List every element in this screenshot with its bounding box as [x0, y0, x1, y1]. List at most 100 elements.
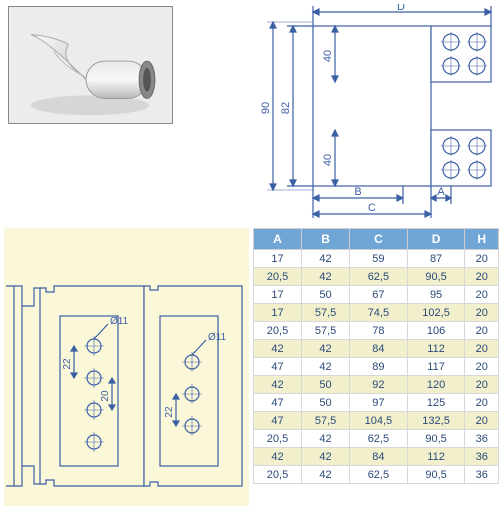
table-cell: 36	[465, 448, 499, 466]
table-row: 20,54262,590,520	[254, 268, 499, 286]
table-cell: 92	[350, 376, 408, 394]
table-row: 20,557,57810620	[254, 322, 499, 340]
table-cell: 20,5	[254, 466, 302, 484]
table-cell: 42	[302, 448, 350, 466]
table-cell: 20	[465, 358, 499, 376]
table-cell: 47	[254, 394, 302, 412]
table-cell: 104,5	[350, 412, 408, 430]
dimension-table: ABCDH 174259872020,54262,590,52017506795…	[253, 228, 499, 506]
dim-C: C	[368, 202, 376, 214]
table-cell: 47	[254, 412, 302, 430]
table-cell: 17	[254, 250, 302, 268]
table-cell: 42	[254, 340, 302, 358]
table-cell: 50	[302, 394, 350, 412]
table-cell: 47	[254, 358, 302, 376]
table-cell: 87	[407, 250, 465, 268]
table-cell: 67	[350, 286, 408, 304]
table-cell: 89	[350, 358, 408, 376]
dim-B: B	[354, 186, 361, 198]
table-cell: 62,5	[350, 430, 408, 448]
table-cell: 20	[465, 304, 499, 322]
table-row: 42509212020	[254, 376, 499, 394]
dim-40-top: 40	[322, 50, 334, 62]
col-header: H	[465, 229, 499, 250]
table-cell: 90,5	[407, 430, 465, 448]
dim-A: A	[437, 186, 445, 198]
table-cell: 20	[465, 250, 499, 268]
dim-40-bot: 40	[322, 154, 334, 166]
table-cell: 74,5	[350, 304, 408, 322]
table-cell: 102,5	[407, 304, 465, 322]
table-cell: 57,5	[302, 322, 350, 340]
table-cell: 17	[254, 304, 302, 322]
table-cell: 42	[254, 448, 302, 466]
table-cell: 84	[350, 340, 408, 358]
table-cell: 112	[407, 340, 465, 358]
table-cell: 42	[302, 466, 350, 484]
table-cell: 57,5	[302, 304, 350, 322]
product-photo-cell	[4, 4, 249, 224]
table-row: 1742598720	[254, 250, 499, 268]
col-header: A	[254, 229, 302, 250]
table-cell: 20,5	[254, 430, 302, 448]
table-cell: 20	[465, 340, 499, 358]
table-cell: 17	[254, 286, 302, 304]
pitch-22-l: 22	[62, 358, 73, 370]
dia-left: Ø11	[110, 316, 129, 327]
pitch-22-r: 22	[164, 406, 175, 418]
table-cell: 90,5	[407, 466, 465, 484]
table-cell: 120	[407, 376, 465, 394]
table-row: 47509712520	[254, 394, 499, 412]
table-cell: 42	[302, 268, 350, 286]
table-cell: 90,5	[407, 268, 465, 286]
table-cell: 59	[350, 250, 408, 268]
dia-right: Ø11	[208, 332, 227, 343]
col-header: B	[302, 229, 350, 250]
table-cell: 50	[302, 376, 350, 394]
dim-82: 82	[280, 102, 292, 114]
table-cell: 36	[465, 466, 499, 484]
pitch-20: 20	[100, 390, 111, 402]
top-technical-drawing: D	[253, 4, 499, 224]
page: D	[4, 4, 499, 506]
table-cell: 20	[465, 394, 499, 412]
table-row: 42428411220	[254, 340, 499, 358]
table-cell: 84	[350, 448, 408, 466]
table-cell: 42	[302, 430, 350, 448]
table-cell: 62,5	[350, 268, 408, 286]
table-cell: 20	[465, 286, 499, 304]
table-cell: 42	[302, 250, 350, 268]
table-cell: 42	[302, 358, 350, 376]
table-row: 47428911720	[254, 358, 499, 376]
table-cell: 106	[407, 322, 465, 340]
table-cell: 50	[302, 286, 350, 304]
table-cell: 97	[350, 394, 408, 412]
table-cell: 20	[465, 268, 499, 286]
table-cell: 117	[407, 358, 465, 376]
dim-90: 90	[260, 102, 272, 114]
table-cell: 57,5	[302, 412, 350, 430]
table-cell: 20	[465, 376, 499, 394]
table-cell: 42	[254, 376, 302, 394]
table-row: 1757,574,5102,520	[254, 304, 499, 322]
col-header: C	[350, 229, 408, 250]
table-cell: 20	[465, 322, 499, 340]
dim-D: D	[397, 4, 405, 13]
table-cell: 132,5	[407, 412, 465, 430]
table: ABCDH 174259872020,54262,590,52017506795…	[253, 228, 499, 484]
table-row: 4757,5104,5132,520	[254, 412, 499, 430]
table-row: 20,54262,590,536	[254, 430, 499, 448]
product-photo	[8, 6, 173, 124]
table-cell: 20,5	[254, 268, 302, 286]
bottom-technical-drawing: Ø11 Ø11 22 22 20	[4, 228, 249, 506]
table-cell: 112	[407, 448, 465, 466]
table-row: 20,54262,590,536	[254, 466, 499, 484]
col-header: D	[407, 229, 465, 250]
table-cell: 36	[465, 430, 499, 448]
table-row: 42428411236	[254, 448, 499, 466]
table-cell: 95	[407, 286, 465, 304]
table-cell: 20,5	[254, 322, 302, 340]
table-row: 1750679520	[254, 286, 499, 304]
table-cell: 42	[302, 340, 350, 358]
table-cell: 20	[465, 412, 499, 430]
